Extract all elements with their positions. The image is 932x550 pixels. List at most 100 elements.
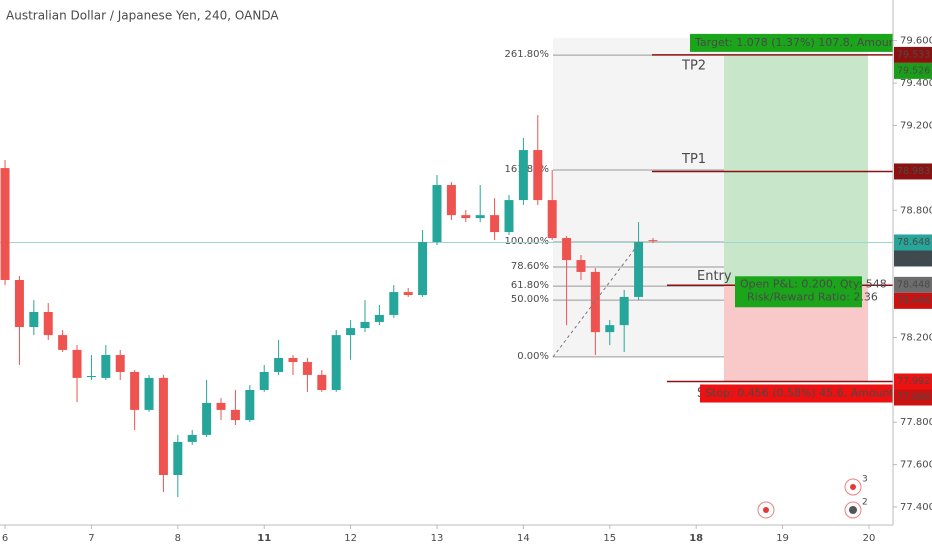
stop-text: Stop: 0.456 (0.58%) 45.6, Amount: 750.11 [705, 387, 932, 400]
candle-body [86, 375, 96, 378]
y-tick-label: 77.400 [900, 502, 932, 513]
fib-label: 100.00% [505, 236, 550, 247]
candle-body [72, 349, 82, 378]
price-tag-label: 78.983 [897, 166, 930, 177]
price-tag [894, 373, 932, 390]
candle-body [58, 335, 68, 350]
candle-body [216, 402, 226, 410]
target-zone [724, 54, 868, 286]
pnl-box [735, 276, 862, 308]
candle-body [158, 377, 168, 475]
candle-body [490, 215, 500, 233]
y-tick-label: 79.200 [900, 120, 932, 131]
candle-body [576, 260, 586, 272]
candle-body [374, 314, 384, 322]
price-tag-label: 78.648 [897, 237, 930, 248]
candle-body [115, 355, 125, 372]
fib-label: 0.00% [517, 351, 549, 362]
position-label: TP2 [681, 58, 706, 73]
event-count: 2 [862, 498, 868, 508]
price-tag [894, 292, 932, 309]
candle-body [43, 311, 53, 336]
position-label: TP1 [681, 152, 706, 167]
x-tick-label: 6 [2, 533, 8, 544]
candle-body [144, 377, 154, 410]
price-tag [894, 389, 932, 406]
y-tick-label: 79.400 [900, 78, 932, 89]
stop-box [700, 384, 900, 403]
price-axis [893, 0, 932, 550]
fib-trend-line [552, 241, 641, 358]
candle-body [274, 357, 284, 372]
rr-text: Risk/Reward Ratio: 2.36 [747, 290, 878, 303]
candle-body [259, 371, 269, 390]
price-tag-label: 79.533 [897, 49, 930, 60]
candle-body [562, 238, 572, 261]
x-tick-label: 15 [603, 533, 616, 544]
chart-title: Australian Dollar / Japanese Yen, 240, O… [6, 9, 279, 23]
x-tick-label: 20 [863, 533, 876, 544]
candle-body [418, 242, 428, 296]
candle-body [0, 168, 10, 280]
candle-body [130, 371, 140, 410]
plot-area: 261.80%161.80%100.00%78.60%61.80%50.00%0… [0, 33, 932, 498]
candle-body [605, 325, 615, 333]
x-tick-label: 11 [257, 533, 271, 544]
event-dot [850, 484, 856, 490]
price-tag [894, 250, 932, 267]
candle-body [360, 321, 370, 329]
candle-body [331, 335, 341, 390]
candle-body [202, 402, 212, 435]
fib-label: 261.80% [505, 49, 550, 60]
price-tag-label: 77.988 [897, 392, 930, 403]
price-tag-label: 03:56:07 [897, 253, 932, 264]
candle-body [288, 357, 298, 363]
event-dot [849, 506, 857, 514]
candle-body [547, 200, 557, 239]
pnl-text: Open P&L: 0.200, Qty: 548 [740, 277, 887, 290]
y-tick-label: 77.800 [900, 417, 932, 428]
candle-body [14, 279, 24, 328]
price-tag [894, 62, 932, 79]
candle-body [475, 215, 485, 219]
price-tag-label: 78.446 [897, 295, 930, 306]
price-tag-label: 77.992 [897, 376, 930, 387]
price-tag-label: 79.526 [897, 65, 930, 76]
candle-body [590, 271, 600, 333]
candle-body [504, 200, 514, 233]
candle-body [648, 240, 658, 242]
candle-body [173, 441, 183, 475]
x-tick-label: 18 [689, 533, 703, 544]
candle-body [403, 292, 413, 296]
x-tick-label: 14 [517, 533, 530, 544]
target-box [690, 33, 900, 52]
candle-body [245, 389, 255, 421]
candle-body [101, 355, 111, 378]
x-tick-label: 12 [344, 533, 357, 544]
candle-body [446, 185, 456, 216]
candle-body [518, 150, 528, 201]
candle-body [533, 150, 543, 201]
price-tag [894, 163, 932, 180]
price-tag [894, 276, 932, 293]
fib-label: 50.00% [511, 294, 549, 305]
event-count: 3 [862, 475, 868, 485]
price-tag [894, 234, 932, 251]
price-tag-label: 78.448 [897, 279, 930, 290]
price-tag [894, 46, 932, 63]
candle-body [317, 374, 327, 390]
candle-body [187, 434, 197, 442]
candle-body [432, 185, 442, 243]
fib-label: 61.80% [511, 280, 549, 291]
x-tick-label: 8 [175, 533, 181, 544]
y-tick-label: 79.600 [900, 36, 932, 47]
candle-body [29, 311, 39, 328]
candle-body [346, 328, 356, 336]
position-label: Entry [697, 269, 732, 284]
candle-body [619, 296, 629, 326]
candle-body [461, 215, 471, 219]
x-tick-label: 19 [776, 533, 789, 544]
x-tick-label: 7 [88, 533, 94, 544]
candle-body [634, 242, 644, 297]
